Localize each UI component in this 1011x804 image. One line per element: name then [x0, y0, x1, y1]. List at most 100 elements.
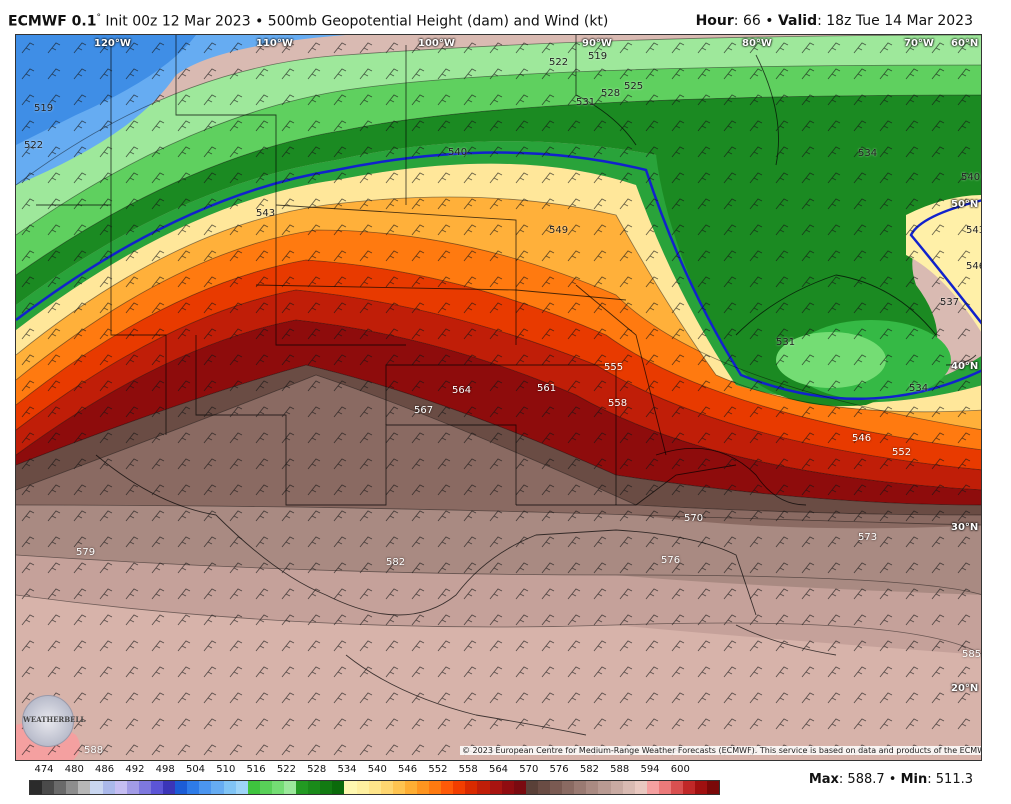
model-name: ECMWF 0.1 — [8, 13, 97, 30]
scale-swatch — [537, 781, 551, 794]
scale-swatch — [574, 781, 587, 794]
scale-swatch — [695, 781, 708, 794]
scale-bar — [29, 780, 721, 795]
scale-swatch — [441, 781, 454, 794]
valid-value: : 18z Tue 14 Mar 2023 — [817, 13, 973, 29]
scale-tick-label: 480 — [64, 764, 84, 775]
scale-swatch — [356, 781, 369, 794]
logo-text: WEATHERBELL — [23, 715, 86, 724]
max-min-summary: Max: 588.7 • Min: 511.3 — [809, 772, 973, 787]
scale-swatch — [683, 781, 696, 794]
contour-label: 576 — [661, 555, 681, 566]
lon-label-80w: 80°W — [742, 38, 772, 49]
contour-label: 534 — [858, 148, 878, 159]
contour-label: 546 — [966, 261, 981, 272]
contour-label: 543 — [256, 208, 276, 219]
min-value: : 511.3 — [927, 772, 973, 787]
lat-label-30n: 30°N — [951, 522, 979, 533]
scale-swatch — [259, 781, 272, 794]
init-time: Init 00z 12 Mar 2023 — [105, 13, 251, 30]
scale-swatch — [114, 781, 127, 794]
contour-label: 534 — [909, 383, 929, 394]
product-name: 500mb Geopotential Height (dam) and Wind… — [267, 13, 609, 30]
maxmin-separator: • — [888, 772, 897, 787]
contour-label: 543 — [966, 225, 981, 236]
scale-tick-label: 540 — [367, 764, 387, 775]
contour-label: 519 — [588, 51, 608, 62]
max-value: : 588.7 — [838, 772, 885, 787]
scale-tick-label: 558 — [458, 764, 478, 775]
scale-tick-label: 534 — [337, 764, 357, 775]
scale-swatch — [90, 781, 103, 794]
scale-tick-label: 552 — [428, 764, 448, 775]
contour-label: 525 — [624, 81, 644, 92]
scale-tick-label: 516 — [246, 764, 266, 775]
chart-title: ECMWF 0.1° Init 00z 12 Mar 2023 • 500mb … — [8, 13, 608, 30]
scale-tick-label: 594 — [640, 764, 660, 775]
scale-swatch — [646, 781, 659, 794]
color-scale: 474 480 486 492 498 504 510 516 522 528 534 540 546 5… — [29, 764, 721, 796]
contour-label: 522 — [549, 57, 569, 68]
map-panel: 120°W 110°W 100°W 90°W 80°W 70°W 60°N 50… — [15, 34, 982, 761]
max-label: Max — [808, 772, 839, 787]
scale-swatch — [102, 781, 115, 794]
scale-swatch — [670, 781, 684, 794]
contour-label: 540 — [448, 147, 468, 158]
lat-label-50n: 50°N — [951, 199, 979, 210]
scale-tick-label: 498 — [155, 764, 175, 775]
contour-label: 549 — [549, 225, 569, 236]
scale-tick-label: 600 — [670, 764, 690, 775]
contour-label: 546 — [852, 433, 872, 444]
scale-swatch — [175, 781, 188, 794]
scale-swatch — [308, 781, 321, 794]
scale-tick-label: 474 — [34, 764, 54, 775]
scale-swatch — [150, 781, 164, 794]
scale-swatch — [42, 781, 55, 794]
contour-label: 585 — [962, 649, 982, 660]
scale-tick-label: 588 — [610, 764, 630, 775]
scale-tick-label: 576 — [549, 764, 569, 775]
scale-tick-label: 492 — [125, 764, 145, 775]
scale-tick-label: 582 — [579, 764, 599, 775]
scale-swatch — [187, 781, 200, 794]
wind-barbs — [16, 35, 981, 760]
scale-swatch — [211, 781, 224, 794]
lon-label-110w: 110°W — [256, 38, 293, 49]
scale-swatch — [126, 781, 139, 794]
min-label: Min — [900, 772, 928, 787]
scale-swatch — [380, 781, 393, 794]
scale-swatch — [622, 781, 635, 794]
contour-label: 579 — [76, 547, 96, 558]
scale-swatch — [586, 781, 599, 794]
contour-label: 531 — [776, 337, 796, 348]
scale-swatch — [465, 781, 478, 794]
scale-swatch — [78, 781, 91, 794]
scale-swatch — [332, 781, 345, 794]
time-separator: • — [765, 13, 774, 29]
contour-label: 537 — [940, 297, 960, 308]
contour-label: 519 — [34, 103, 54, 114]
scale-swatch — [138, 781, 151, 794]
scale-swatch — [392, 781, 405, 794]
scale-swatch — [344, 781, 357, 794]
scale-tick-label: 522 — [276, 764, 296, 775]
scale-swatch — [610, 781, 623, 794]
contour-label: 588 — [84, 745, 104, 756]
scale-swatch — [404, 781, 417, 794]
lat-label-60n: 60°N — [951, 38, 979, 49]
hour-value: : 66 — [733, 13, 761, 29]
contour-label: 528 — [601, 88, 621, 99]
scale-swatch — [163, 781, 176, 794]
scale-swatch — [368, 781, 381, 794]
scale-swatch — [283, 781, 297, 794]
lon-label-90w: 90°W — [582, 38, 612, 49]
scale-swatch — [235, 781, 248, 794]
scale-swatch — [429, 781, 442, 794]
scale-swatch — [658, 781, 671, 794]
scale-tick-label: 504 — [185, 764, 206, 775]
contour-label: 573 — [858, 532, 878, 543]
scale-swatch — [525, 781, 538, 794]
scale-swatch — [477, 781, 490, 794]
copyright-notice: © 2023 European Centre for Medium-Range … — [460, 746, 981, 755]
contour-label: 570 — [684, 513, 704, 524]
